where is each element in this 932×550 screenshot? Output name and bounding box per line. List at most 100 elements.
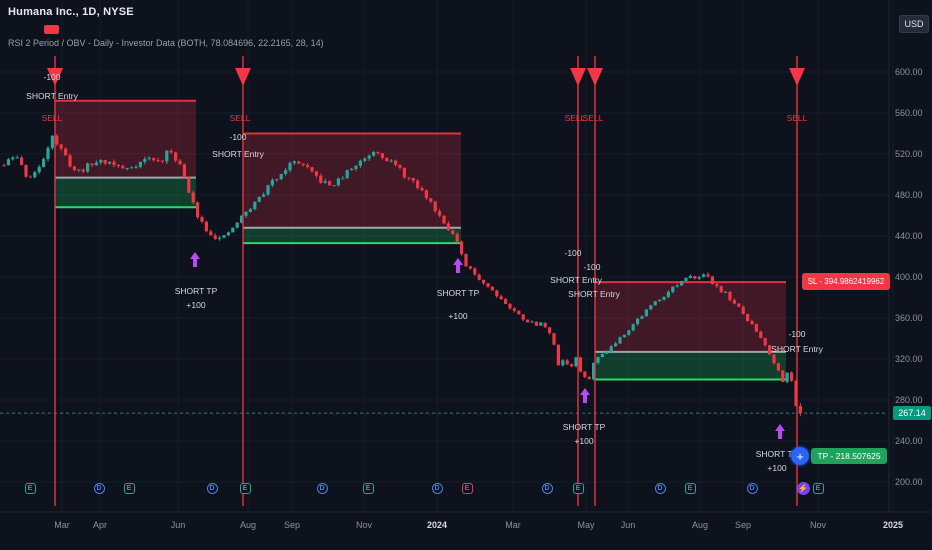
candle xyxy=(284,170,288,175)
dividend-marker-icon[interactable]: D xyxy=(654,483,666,494)
candle xyxy=(565,360,569,365)
candle xyxy=(759,331,763,339)
price-axis-label: 280.00 xyxy=(895,395,923,405)
earnings-marker-icon[interactable]: E xyxy=(24,483,36,494)
dividend-marker-icon[interactable]: D xyxy=(206,483,218,494)
candle xyxy=(517,310,521,315)
candle xyxy=(521,314,525,320)
indicator-legend[interactable]: RSI 2 Period / OBV - Daily - Investor Da… xyxy=(8,38,324,48)
earnings-marker-icon[interactable]: E xyxy=(684,483,696,494)
candle xyxy=(398,164,402,168)
time-axis-label[interactable]: Mar xyxy=(505,520,521,530)
dividend-marker-icon[interactable]: D xyxy=(93,483,105,494)
time-axis-label[interactable]: Jun xyxy=(171,520,186,530)
candle xyxy=(420,188,424,191)
candle xyxy=(680,281,684,286)
trade-annotation: +100 xyxy=(767,463,786,473)
time-axis-label[interactable]: Apr xyxy=(93,520,107,530)
candle xyxy=(24,164,28,177)
time-axis-label[interactable]: May xyxy=(577,520,595,530)
trade-annotation: SHORT Entry xyxy=(212,149,264,159)
candle xyxy=(323,181,327,183)
candle xyxy=(402,167,406,178)
take-profit-label[interactable]: TP - 218.507625 xyxy=(811,448,887,464)
candle xyxy=(442,215,446,224)
symbol-title[interactable]: Humana Inc., 1D, NYSE xyxy=(8,6,134,18)
plus-button[interactable]: + xyxy=(791,447,809,465)
candle xyxy=(103,160,107,164)
candle xyxy=(798,406,802,414)
candle xyxy=(526,319,530,323)
candle xyxy=(662,296,666,300)
candle xyxy=(583,371,587,378)
price-axis-label: 520.00 xyxy=(895,149,923,159)
time-axis-label[interactable]: Sep xyxy=(284,520,300,530)
time-axis-label[interactable]: Aug xyxy=(692,520,708,530)
time-axis-label[interactable]: Jun xyxy=(621,520,636,530)
candle xyxy=(270,179,274,186)
candle xyxy=(671,286,675,293)
candle xyxy=(596,357,600,363)
dividend-marker-icon[interactable]: D xyxy=(541,483,553,494)
currency-button[interactable]: USD xyxy=(899,15,929,33)
stop-loss-label[interactable]: SL - 394.9862419962 xyxy=(802,273,890,290)
candle xyxy=(187,177,191,193)
trade-annotation: -100 xyxy=(564,248,581,258)
candle xyxy=(77,169,81,171)
time-axis-label[interactable]: Aug xyxy=(240,520,256,530)
trade-annotation: SHORT Entry xyxy=(26,91,78,101)
trade-zone-risk xyxy=(55,100,196,178)
candle xyxy=(455,234,459,242)
candle xyxy=(200,217,204,222)
earnings-marker-icon[interactable]: E xyxy=(812,483,824,494)
candle xyxy=(649,305,653,310)
trade-annotation: SELL xyxy=(42,113,63,123)
lightning-marker-icon[interactable]: ⚡ xyxy=(796,482,810,495)
candle xyxy=(385,157,389,161)
candle xyxy=(130,167,134,169)
time-axis-label[interactable]: 2024 xyxy=(427,520,447,530)
earnings-marker-icon[interactable]: E xyxy=(239,483,251,494)
candle xyxy=(737,303,741,307)
time-axis-label[interactable]: Nov xyxy=(356,520,373,530)
candle xyxy=(468,266,472,269)
candle xyxy=(94,162,98,166)
earnings-marker-icon[interactable]: E xyxy=(123,483,135,494)
candle xyxy=(429,198,433,202)
candle xyxy=(86,163,90,172)
price-axis-label: 320.00 xyxy=(895,354,923,364)
earnings-marker-icon[interactable]: E xyxy=(572,483,584,494)
time-axis-label[interactable]: Mar xyxy=(54,520,70,530)
candle xyxy=(68,155,72,167)
price-axis-label: 480.00 xyxy=(895,190,923,200)
time-axis-label[interactable]: 2025 xyxy=(883,520,903,530)
candle xyxy=(587,377,591,380)
candle xyxy=(460,241,464,255)
candle xyxy=(636,318,640,325)
sell-marker-icon xyxy=(47,68,63,86)
candle xyxy=(389,160,393,162)
candle xyxy=(600,353,604,358)
time-axis-label[interactable]: Nov xyxy=(810,520,827,530)
candle xyxy=(266,185,270,195)
earnings-red-marker-icon[interactable]: E xyxy=(461,483,473,494)
candle xyxy=(490,286,494,291)
candle xyxy=(644,309,648,317)
trade-annotation: +100 xyxy=(574,436,593,446)
candle xyxy=(42,159,46,167)
candle xyxy=(446,223,450,231)
trade-annotation: -100 xyxy=(583,262,600,272)
dividend-marker-icon[interactable]: D xyxy=(316,483,328,494)
tp-arrow-icon xyxy=(775,424,785,439)
candle xyxy=(231,227,235,233)
earnings-marker-icon[interactable]: E xyxy=(362,483,374,494)
candle xyxy=(275,179,279,181)
candle xyxy=(451,230,455,235)
candle xyxy=(407,177,411,179)
dividend-marker-icon[interactable]: D xyxy=(746,483,758,494)
candle xyxy=(570,364,574,367)
time-axis-label[interactable]: Sep xyxy=(735,520,751,530)
dividend-marker-icon[interactable]: D xyxy=(431,483,443,494)
